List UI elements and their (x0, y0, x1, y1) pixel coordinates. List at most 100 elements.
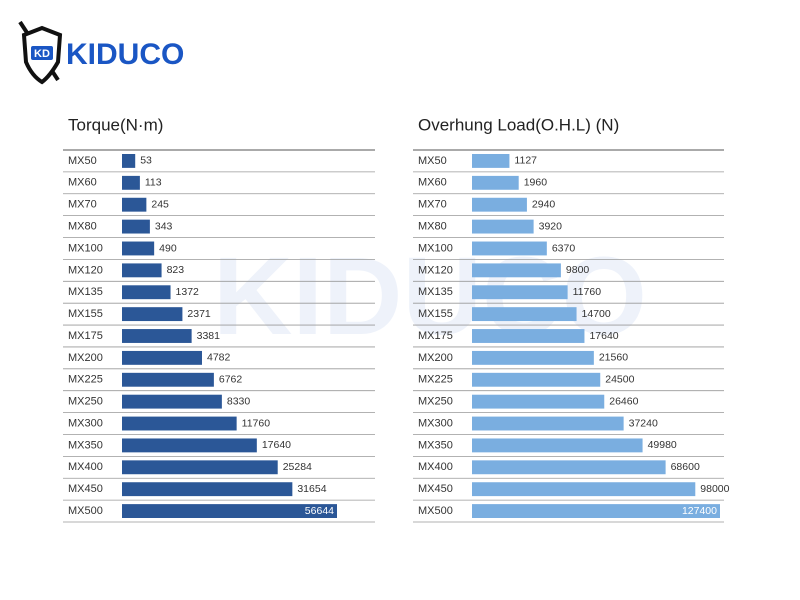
bar (122, 241, 155, 256)
category-label: MX175 (418, 330, 453, 342)
logo-icon: KD (18, 20, 63, 85)
category-label: MX450 (68, 483, 103, 495)
value-label: 14700 (582, 308, 611, 320)
bar (122, 285, 171, 300)
bar (122, 197, 147, 212)
category-label: MX350 (68, 439, 103, 451)
category-label: MX70 (68, 199, 97, 211)
bar (472, 350, 594, 365)
category-label: MX225 (68, 374, 103, 386)
bar (122, 416, 237, 431)
bar (122, 482, 293, 497)
value-label: 98000 (700, 483, 729, 495)
bar (472, 307, 577, 322)
category-label: MX100 (418, 242, 453, 254)
category-label: MX250 (418, 396, 453, 408)
category-label: MX200 (418, 352, 453, 364)
value-label: 25284 (283, 461, 312, 473)
bar (472, 154, 510, 168)
value-label: 490 (159, 242, 177, 254)
value-label: 56644 (305, 505, 334, 517)
value-label: 68600 (671, 461, 700, 473)
value-label: 245 (151, 198, 169, 210)
bar (122, 175, 140, 190)
value-label: 37240 (629, 417, 658, 429)
value-label: 11760 (242, 417, 271, 429)
value-label: 2940 (532, 198, 556, 210)
value-label: 1372 (176, 286, 200, 298)
category-label: MX80 (68, 220, 97, 232)
value-label: 823 (167, 264, 185, 276)
value-label: 6370 (552, 242, 576, 254)
category-label: MX225 (418, 374, 453, 386)
value-label: 17640 (262, 439, 291, 451)
value-label: 31654 (297, 483, 326, 495)
bar (122, 350, 202, 365)
value-label: 24500 (605, 374, 634, 386)
bar (122, 460, 278, 475)
category-label: MX80 (418, 220, 447, 232)
category-label: MX50 (68, 155, 97, 167)
value-label: 4782 (207, 352, 231, 364)
bar (472, 219, 534, 234)
bar (472, 460, 666, 475)
value-label: 343 (155, 220, 173, 232)
bar (122, 329, 192, 343)
bar (472, 263, 561, 278)
chart-title: Torque(N·m) (68, 115, 163, 134)
value-label: 113 (145, 177, 162, 189)
category-label: MX250 (68, 396, 103, 408)
category-label: MX100 (68, 242, 103, 254)
category-label: MX200 (68, 352, 103, 364)
bar (122, 394, 222, 409)
category-label: MX400 (418, 461, 453, 473)
bar (472, 372, 601, 387)
bar (122, 372, 214, 387)
bar (122, 154, 136, 168)
value-label: 21560 (599, 352, 628, 364)
bar (472, 197, 527, 212)
category-label: MX120 (418, 264, 453, 276)
value-label: 9800 (566, 264, 590, 276)
category-label: MX350 (418, 439, 453, 451)
category-label: MX175 (68, 330, 103, 342)
bar (122, 307, 183, 322)
bar (472, 482, 696, 497)
bar (472, 416, 624, 431)
value-label: 3920 (539, 220, 563, 232)
value-label: 17640 (589, 330, 618, 342)
bar (472, 438, 643, 453)
value-label: 6762 (219, 374, 243, 386)
value-label: 26460 (609, 395, 638, 407)
category-label: MX50 (418, 155, 447, 167)
value-label: 8330 (227, 395, 251, 407)
value-label: 49980 (648, 439, 677, 451)
value-label: 127400 (682, 505, 717, 517)
category-label: MX450 (418, 483, 453, 495)
category-label: MX400 (68, 461, 103, 473)
bar (472, 285, 568, 300)
bar (472, 394, 605, 409)
chart-title: Overhung Load(O.H.L) (N) (418, 115, 619, 134)
bar (122, 438, 257, 453)
category-label: MX70 (418, 199, 447, 211)
bar (122, 263, 162, 278)
bar (472, 329, 585, 343)
category-label: MX120 (68, 264, 103, 276)
category-label: MX135 (418, 286, 453, 298)
category-label: MX60 (68, 177, 97, 189)
value-label: 1960 (524, 177, 548, 189)
category-label: MX500 (418, 505, 453, 517)
category-label: MX300 (68, 417, 103, 429)
value-label: 3381 (197, 330, 221, 342)
value-label: 2371 (187, 308, 211, 320)
value-label: 53 (140, 155, 152, 167)
logo-text: KIDUCO (66, 38, 184, 71)
category-label: MX500 (68, 505, 103, 517)
category-label: MX155 (418, 308, 453, 320)
bar (472, 504, 720, 518)
category-label: MX135 (68, 286, 103, 298)
value-label: 11760 (573, 286, 602, 298)
bar (122, 504, 337, 518)
